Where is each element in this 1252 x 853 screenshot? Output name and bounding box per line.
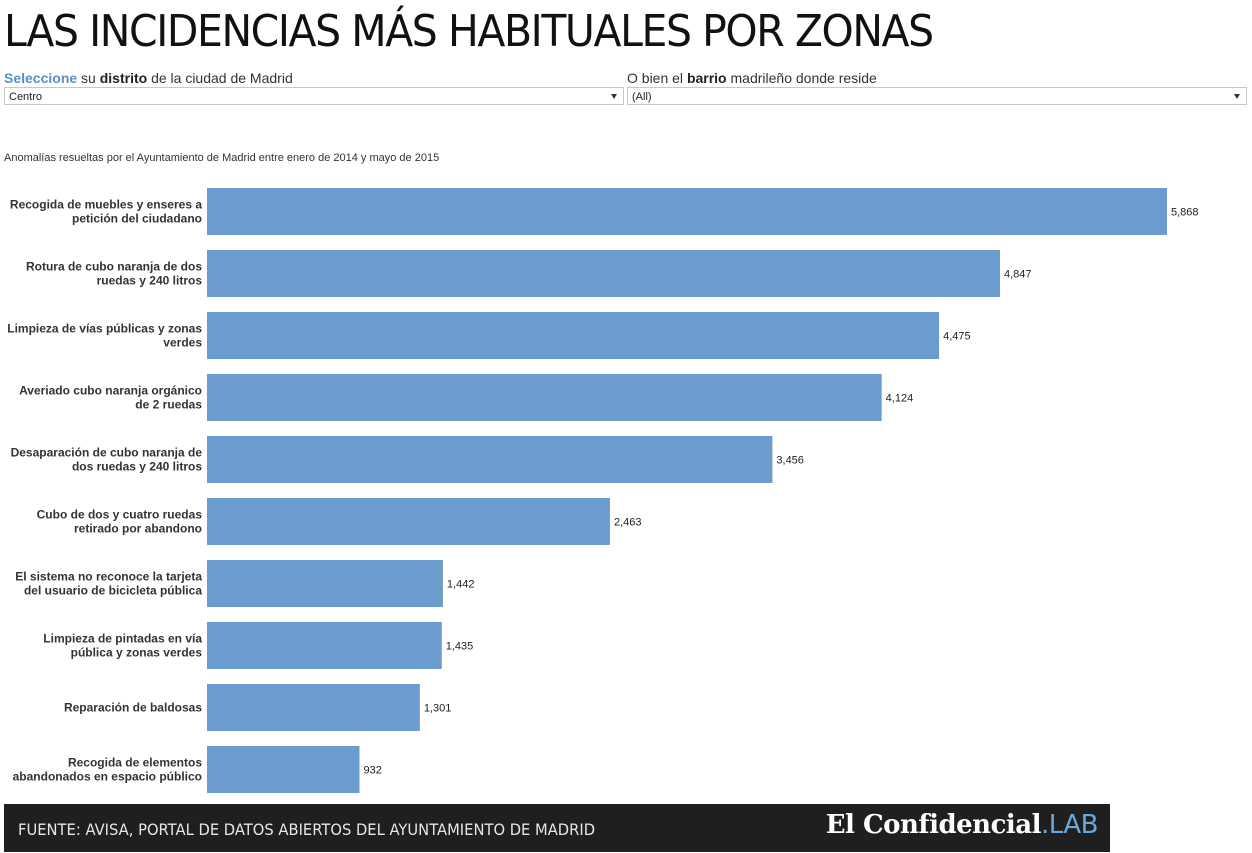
category-label-6: Cubo de dos y cuatro ruedas retirado por … [37, 508, 203, 536]
value-label-1: 5,868 [1171, 207, 1199, 219]
category-label-4: Averiado cubo naranja orgánico de 2 rueda… [19, 384, 202, 412]
elconfidencial-lab-logo: El Confidencial.LAB [825, 810, 1099, 840]
barrio-filter-label: O bien el barrio madrileño donde reside [627, 70, 877, 86]
barrio-dropdown[interactable]: (All) [627, 87, 1247, 105]
bar-4[interactable] [207, 374, 882, 421]
category-label-8: Limpieza de pintadas en vía pública y zon… [43, 632, 202, 660]
value-label-8: 1,435 [446, 641, 474, 653]
value-label-3: 4,475 [943, 331, 971, 343]
bar-9[interactable] [207, 684, 420, 731]
value-label-6: 2,463 [614, 517, 642, 529]
barrio-dropdown-value: (All) [632, 91, 652, 103]
footer-source: FUENTE: AVISA, PORTAL DE DATOS ABIERTOS … [18, 820, 596, 839]
category-label-line: verdes [163, 336, 202, 350]
bar-3[interactable] [207, 312, 940, 359]
distrito-filter-label: Seleccione su distrito de la ciudad de M… [4, 70, 293, 86]
category-label-10: Recogida de elementos abandonados en espa… [13, 756, 203, 784]
category-label-line: Desaparación de cubo naranja de [11, 446, 203, 460]
category-label-line: Reparación de baldosas [64, 701, 202, 715]
distrito-label-accent: Seleccione [4, 70, 78, 86]
category-label-2: Rotura de cubo naranja de dos ruedas y 24… [26, 260, 202, 288]
bar-10[interactable] [207, 746, 360, 793]
category-label-line: pública y zonas verdes [71, 646, 203, 660]
category-label-line: del usuario de bicicleta pública [24, 584, 202, 598]
category-label-line: Limpieza de vías públicas y zonas [7, 322, 202, 336]
value-label-4: 4,124 [886, 393, 914, 405]
page-title: LAS INCIDENCIAS MÁS HABITUALES POR ZONAS [4, 6, 934, 57]
category-label-line: Averiado cubo naranja orgánico [19, 384, 202, 398]
footer: FUENTE: AVISA, PORTAL DE DATOS ABIERTOS … [4, 804, 1110, 852]
category-label-line: Rotura de cubo naranja de dos [26, 260, 202, 274]
category-label-5: Desaparación de cubo naranja de dos rueda… [11, 446, 203, 474]
distrito-dropdown-value: Centro [9, 91, 43, 103]
logo-dot: . [1041, 810, 1049, 840]
bar-7[interactable] [207, 560, 443, 607]
value-label-5: 3,456 [776, 455, 804, 467]
category-label-line: petición del ciudadano [72, 212, 202, 226]
logo-main: El Confidencial [825, 810, 1042, 840]
bar-5[interactable] [207, 436, 773, 483]
category-label-line: Cubo de dos y cuatro ruedas [37, 508, 203, 522]
category-label-line: ruedas y 240 litros [97, 274, 203, 288]
bar-1[interactable] [207, 188, 1167, 235]
category-label-line: El sistema no reconoce la tarjeta [15, 570, 202, 584]
chart-subtitle: Anomalías resueltas por el Ayuntamiento … [4, 152, 440, 164]
category-label-line: Recogida de elementos [68, 756, 202, 770]
category-label-line: de 2 ruedas [135, 398, 202, 412]
chevron-down-icon[interactable] [1234, 94, 1240, 99]
bar-chart: 5,868 Recogida de muebles y enseres a peti… [7, 188, 1199, 793]
bar-2[interactable] [207, 250, 1000, 297]
category-label-line: Recogida de muebles y enseres a [10, 198, 202, 212]
distrito-label-part2: de la ciudad de Madrid [151, 70, 293, 86]
category-label-line: Limpieza de pintadas en vía [43, 632, 202, 646]
value-label-7: 1,442 [447, 579, 475, 591]
barrio-label-bold: barrio [686, 70, 727, 86]
category-label-1: Recogida de muebles y enseres a petición … [10, 198, 202, 226]
category-label-7: El sistema no reconoce la tarjeta del usu… [15, 570, 202, 598]
category-label-3: Limpieza de vías públicas y zonas verdes [7, 322, 202, 350]
distrito-dropdown[interactable]: Centro [4, 87, 624, 105]
category-label-9: Reparación de baldosas [64, 701, 202, 715]
category-label-line: dos ruedas y 240 litros [72, 460, 202, 474]
value-label-10: 932 [363, 765, 381, 777]
bar-8[interactable] [207, 622, 442, 669]
bar-6[interactable] [207, 498, 610, 545]
chevron-down-icon[interactable] [611, 94, 617, 99]
distrito-label-part1: su [81, 70, 96, 86]
value-label-9: 1,301 [424, 703, 452, 715]
logo-lab: LAB [1048, 810, 1099, 840]
distrito-label-bold: distrito [99, 70, 148, 86]
category-label-line: retirado por abandono [74, 522, 202, 536]
category-label-line: abandonados en espacio público [13, 770, 202, 784]
value-label-2: 4,847 [1004, 269, 1032, 281]
barrio-label-part2: madrileño donde reside [730, 70, 877, 86]
barrio-label-part1: O bien el [627, 70, 684, 86]
